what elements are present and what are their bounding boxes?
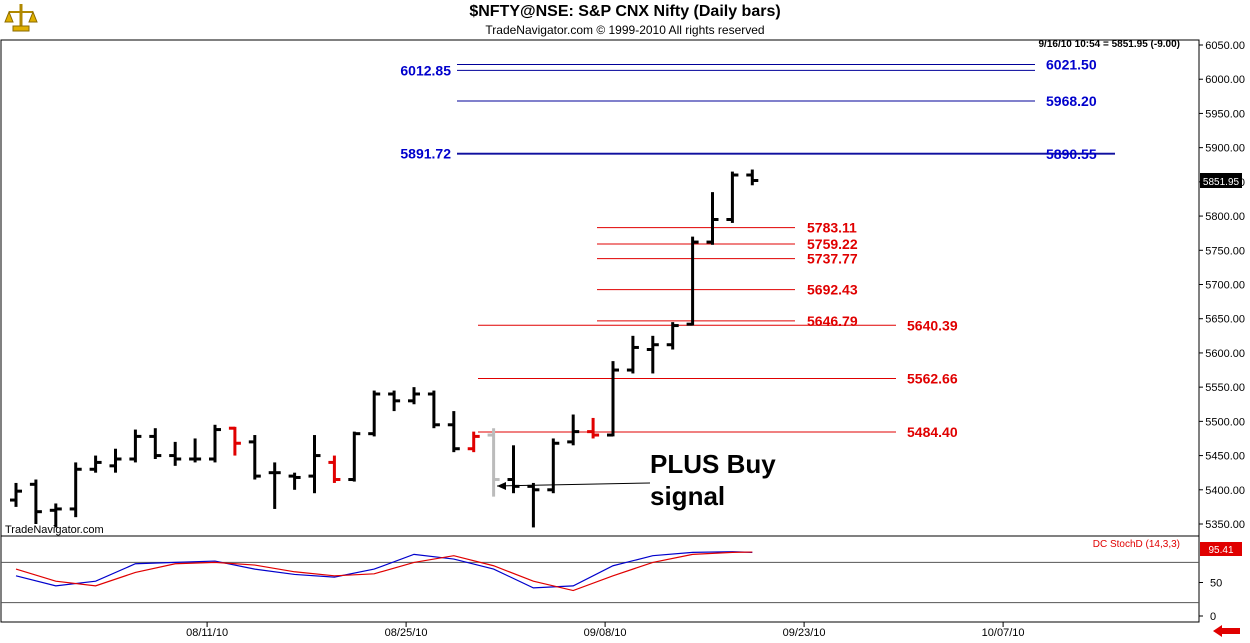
price-tick-label: 5500.00	[1205, 416, 1245, 428]
stoch-tick-label: 50	[1210, 578, 1222, 590]
red-level-label: 5562.66	[907, 370, 958, 386]
ohlc-bar	[646, 335, 659, 374]
blue-level-left-label: 5891.72	[400, 145, 451, 161]
price-tick-label: 5700.00	[1205, 280, 1245, 292]
red-level-label: 5783.11	[807, 220, 857, 236]
ohlc-bar	[268, 462, 281, 509]
scroll-left-arrow-icon[interactable]	[1213, 625, 1240, 637]
price-tick-label: 5600.00	[1205, 348, 1245, 360]
ohlc-bar	[447, 411, 460, 453]
date-tick-label: 08/11/10	[186, 627, 228, 639]
stoch-tick-label: 0	[1210, 611, 1216, 623]
red-level-label: 5640.39	[907, 317, 958, 333]
ohlc-bar	[388, 390, 401, 412]
ohlc-bar	[209, 424, 221, 463]
price-axis: 5350.00 5400.00 5450.00 5500.00 5550.00 5600.…	[1199, 40, 1245, 531]
ohlc-bar	[89, 455, 102, 473]
ohlc-bar	[368, 390, 381, 437]
stoch-k-line	[15, 551, 753, 589]
date-tick-label: 09/23/10	[783, 627, 826, 639]
blue-level-right-label: 6021.50	[1046, 57, 1097, 73]
ohlc-bar	[487, 428, 500, 497]
ohlc-bar	[228, 426, 241, 456]
price-bars	[10, 169, 759, 528]
annotation-line-2: signal	[650, 481, 725, 511]
blue-level-right-label: 5890.55	[1046, 146, 1097, 162]
price-info-readout: 9/16/10 10:54 = 5851.95 (-9.00)	[1039, 39, 1181, 50]
ohlc-bar	[467, 431, 480, 453]
price-tick-label: 6000.00	[1205, 74, 1245, 86]
ohlc-bar	[746, 169, 759, 186]
ohlc-bar	[248, 435, 261, 480]
stoch-last-value-box	[1200, 542, 1242, 556]
stoch-panel-frame	[0, 535, 1200, 623]
ohlc-bar	[626, 335, 639, 374]
ohlc-bar	[288, 472, 301, 490]
ohlc-bar	[189, 438, 202, 463]
date-tick-label: 09/08/10	[584, 627, 627, 639]
chart-header: $NFTY@NSE: S&P CNX Nifty (Daily bars) Tr…	[0, 0, 1250, 40]
ohlc-bar	[686, 236, 699, 326]
last-price-box	[1200, 173, 1242, 188]
ohlc-bar	[666, 322, 679, 350]
price-tick-label: 5350.00	[1205, 519, 1245, 531]
ohlc-bar	[587, 417, 600, 439]
red-level-label: 5484.40	[907, 424, 958, 440]
ohlc-bar	[308, 435, 321, 494]
red-level-label: 5692.43	[807, 282, 858, 298]
price-tick-label: 6050.00	[1205, 40, 1245, 52]
price-tick-label: 5550.00	[1205, 382, 1245, 394]
ohlc-bar	[69, 462, 82, 518]
ohlc-bar	[726, 171, 739, 223]
stoch-d-line	[15, 551, 753, 592]
annotation-arrowhead-icon	[497, 482, 506, 490]
ohlc-bar	[427, 390, 440, 429]
ohlc-bar	[527, 482, 540, 528]
price-tick-label: 5750.00	[1205, 245, 1245, 257]
price-tick-label: 5400.00	[1205, 485, 1245, 497]
price-tick-label: 5650.00	[1205, 314, 1245, 326]
stoch-last-value-label: 95.41	[1208, 545, 1233, 556]
ohlc-bar	[706, 192, 719, 245]
red-level-label: 5759.22	[807, 236, 858, 252]
ohlc-bar	[10, 482, 22, 507]
red-level-label: 5646.79	[807, 313, 858, 329]
blue-level-right-label: 5968.20	[1046, 93, 1097, 109]
annotation-line-1: PLUS Buy	[650, 449, 776, 479]
ohlc-bar	[348, 431, 361, 482]
price-tick-label: 5950.00	[1205, 108, 1245, 120]
stoch-indicator: 0 50	[1, 551, 1222, 623]
ohlc-bar	[149, 428, 162, 459]
ohlc-bar	[328, 455, 341, 483]
chart-title: $NFTY@NSE: S&P CNX Nifty (Daily bars)	[469, 3, 781, 20]
chart-subtitle: TradeNavigator.com © 1999-2010 All right…	[485, 23, 765, 37]
last-price-label: 5851.95	[1203, 177, 1240, 188]
date-tick-label: 10/07/10	[982, 627, 1025, 639]
ohlc-bar	[129, 429, 142, 463]
annotation-arrow-line	[496, 482, 651, 487]
date-tick-label: 08/25/10	[385, 627, 428, 639]
ohlc-bar	[49, 503, 62, 528]
price-tick-label: 5450.00	[1205, 451, 1245, 463]
price-tick-label: 5800.00	[1205, 211, 1245, 223]
stoch-label: DC StochD (14,3,3)	[1093, 539, 1180, 550]
red-level-label: 5737.77	[807, 251, 858, 267]
fib-levels: 6012.85 6021.50 5968.20 5891.72 5890.55 5783.…	[400, 57, 1115, 440]
price-tick-label: 5900.00	[1205, 143, 1245, 155]
price-panel-frame	[0, 39, 1200, 537]
ohlc-bar	[29, 479, 42, 524]
ohlc-bar	[607, 361, 619, 437]
ohlc-bar	[547, 438, 560, 494]
watermark-text: TradeNavigator.com	[5, 524, 104, 536]
blue-level-left-label: 6012.85	[400, 62, 451, 78]
ohlc-bar	[567, 414, 580, 446]
date-axis: 08/11/10 08/25/10 09/08/10 09/23/10 10/07/10	[186, 622, 1025, 639]
ohlc-bar	[408, 387, 420, 405]
ohlc-bar	[109, 448, 122, 473]
ohlc-bar	[169, 441, 182, 466]
trade-navigator-logo-icon	[4, 4, 38, 32]
